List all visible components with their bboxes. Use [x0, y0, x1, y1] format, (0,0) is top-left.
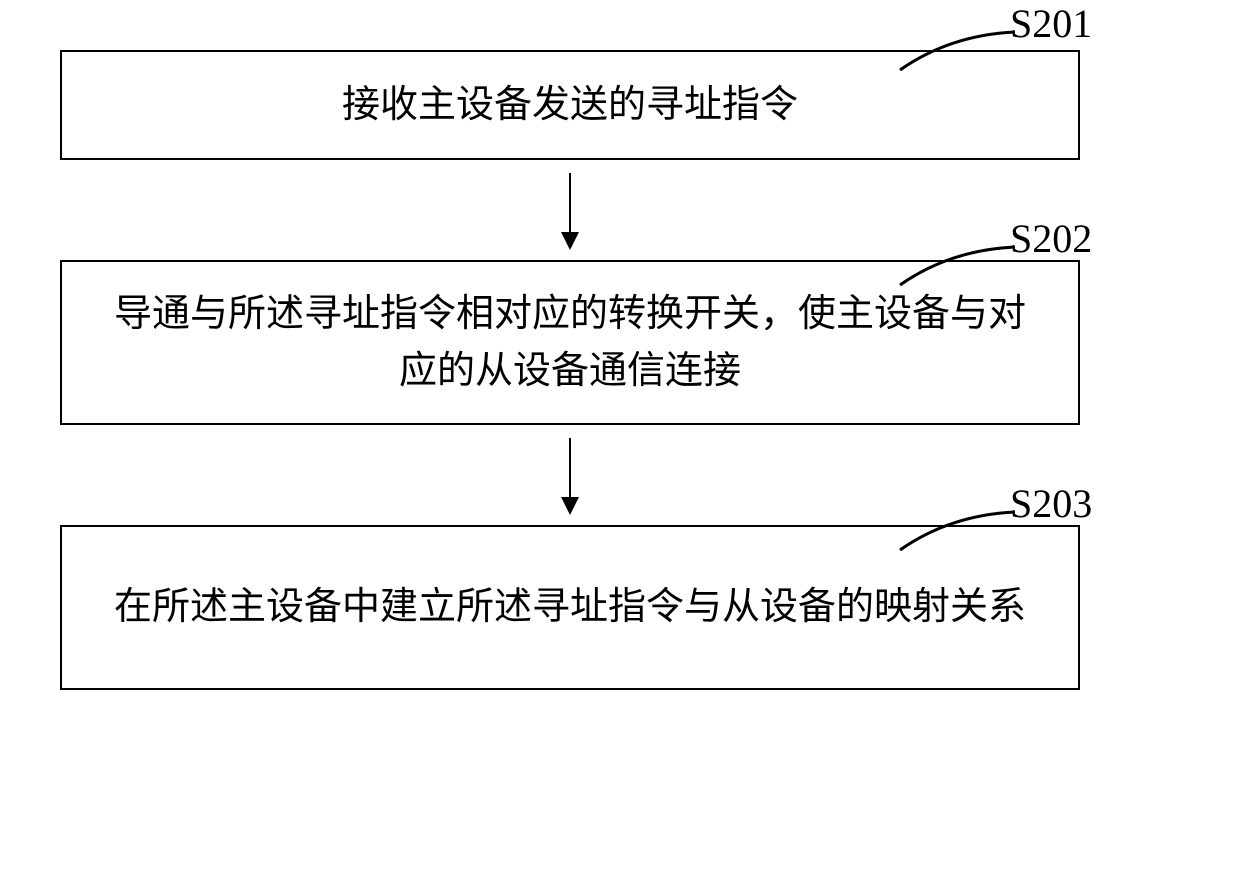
arrow-head-2 — [561, 497, 579, 515]
flowchart-container: S201 接收主设备发送的寻址指令 S202 导通与所述寻址指令相对应的转换开关… — [60, 50, 1180, 690]
connector-s203 — [890, 500, 1030, 570]
step-text-s201: 接收主设备发送的寻址指令 — [342, 77, 798, 134]
arrow-line-1 — [569, 173, 571, 248]
connector-s201 — [890, 20, 1030, 90]
arrow-head-1 — [561, 232, 579, 250]
step-text-s203: 在所述主设备中建立所述寻址指令与从设备的映射关系 — [114, 579, 1026, 636]
arrow-line-2 — [569, 438, 571, 513]
connector-s202 — [890, 235, 1030, 305]
